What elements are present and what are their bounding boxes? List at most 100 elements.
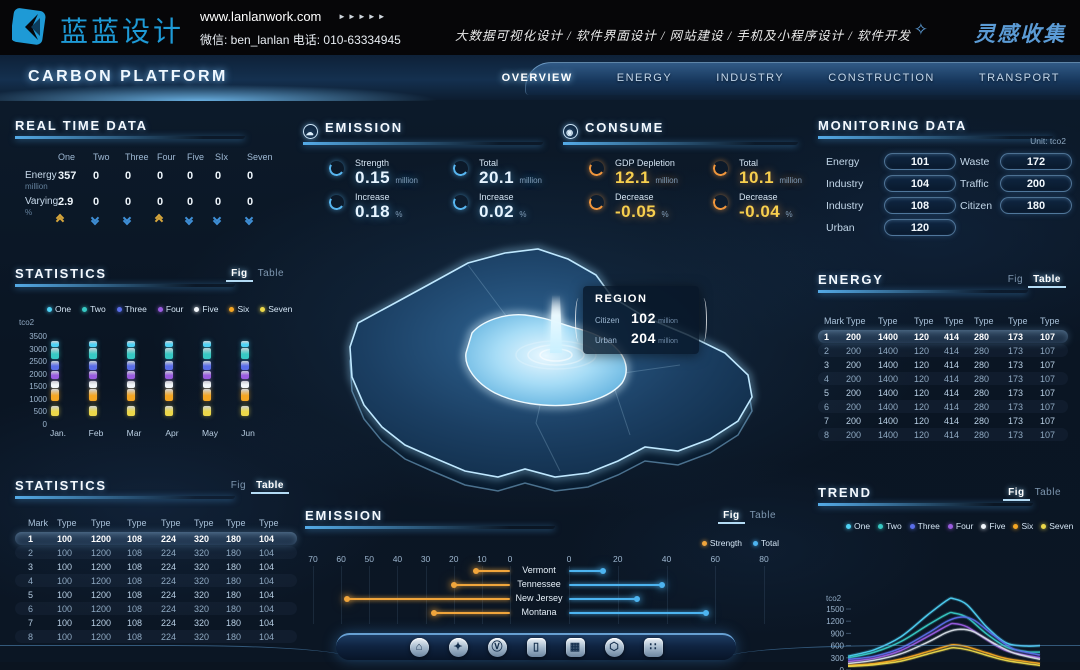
nav-tab-construction[interactable]: CONSTRUCTION bbox=[828, 71, 935, 84]
strength-bar bbox=[453, 584, 510, 586]
table-cell: 7 bbox=[824, 416, 830, 426]
chart-monitor-icon[interactable]: ▦ bbox=[565, 638, 585, 657]
legend-item-one[interactable]: One bbox=[846, 521, 870, 531]
table-cell: 200 bbox=[846, 388, 862, 398]
toggle-fig[interactable]: Fig bbox=[718, 509, 745, 524]
toggle-table[interactable]: Table bbox=[251, 479, 289, 494]
table-cell: 320 bbox=[194, 590, 210, 600]
table-cell: 1200 bbox=[91, 632, 112, 642]
table-cell: 224 bbox=[161, 562, 177, 572]
total-dot bbox=[600, 568, 607, 574]
x-tick: Jan. bbox=[49, 428, 67, 438]
v-badge-icon[interactable]: Ⓥ bbox=[487, 638, 507, 657]
legend-item-six[interactable]: Six bbox=[1013, 521, 1033, 531]
nav-tab-transport[interactable]: TRANSPORT bbox=[978, 71, 1060, 84]
left-axis-tick: 30 bbox=[420, 554, 431, 564]
nav-tab-overview[interactable]: OVERVIEW bbox=[501, 71, 573, 84]
bottom-accent-strip bbox=[0, 662, 1080, 670]
home-icon[interactable]: ⌂ bbox=[409, 638, 429, 657]
table-cell: 7 bbox=[28, 618, 34, 628]
legend-item-strength[interactable]: Strength bbox=[701, 538, 742, 548]
table-cell: 4 bbox=[28, 576, 34, 586]
legend-item-seven[interactable]: Seven bbox=[1041, 521, 1073, 531]
row-label: Vermont bbox=[522, 565, 556, 575]
row-label: Tennessee bbox=[517, 579, 561, 589]
nut-icon[interactable]: ⬡ bbox=[604, 638, 624, 657]
table-row[interactable] bbox=[15, 546, 297, 559]
legend-item-six[interactable]: Six bbox=[229, 304, 249, 314]
toggle-table[interactable]: Table bbox=[1028, 273, 1066, 288]
inspiration-collect-link[interactable]: 灵感收集 bbox=[974, 22, 1066, 46]
brand-website[interactable]: www.lanlanwork.com bbox=[200, 9, 322, 24]
chart-legend: One Two Three Four Five Six Seven bbox=[846, 521, 1073, 531]
table-cell: 100 bbox=[57, 548, 73, 558]
table-row[interactable] bbox=[818, 400, 1068, 413]
stat-label: Increase bbox=[355, 192, 390, 202]
toggle-fig[interactable]: Fig bbox=[226, 267, 253, 282]
toggle-table[interactable]: Table bbox=[1034, 487, 1061, 498]
table-row[interactable] bbox=[818, 330, 1068, 343]
nav-tab-energy[interactable]: ENERGY bbox=[616, 71, 673, 84]
bar-segment-two bbox=[165, 348, 173, 359]
apps-cluster-icon[interactable]: ∷ bbox=[643, 638, 663, 657]
tooltip-bracket-right bbox=[700, 298, 707, 342]
bar-segment-four bbox=[241, 371, 249, 380]
legend-item-four[interactable]: Four bbox=[157, 304, 183, 314]
chart-legend: One Two Three Four Five Six Seven bbox=[47, 304, 292, 314]
rt-value: 357 bbox=[58, 170, 77, 182]
table-row[interactable] bbox=[15, 630, 297, 643]
table-cell: 280 bbox=[974, 430, 990, 440]
arc-icon bbox=[711, 159, 730, 178]
legend-item-seven[interactable]: Seven bbox=[260, 304, 292, 314]
col-header: Type bbox=[846, 316, 866, 326]
stat-label: Total bbox=[739, 158, 759, 168]
table-cell: 108 bbox=[127, 534, 143, 544]
table-cell: 200 bbox=[846, 360, 862, 370]
legend-item-four[interactable]: Four bbox=[947, 521, 973, 531]
bar-segment-five bbox=[203, 381, 211, 389]
bar-segment-two bbox=[51, 348, 59, 359]
brand-header: 蓝蓝设计 www.lanlanwork.com ►►►►► 微信: ben_la… bbox=[0, 0, 1080, 55]
legend-item-five[interactable]: Five bbox=[981, 521, 1005, 531]
legend-item-one[interactable]: One bbox=[47, 304, 71, 314]
legend-item-two[interactable]: Two bbox=[878, 521, 902, 531]
map-region[interactable] bbox=[300, 225, 780, 510]
table-row[interactable] bbox=[818, 372, 1068, 385]
col-header: Type bbox=[161, 518, 181, 528]
toggle-fig[interactable]: Fig bbox=[230, 480, 247, 491]
toggle-table[interactable]: Table bbox=[749, 510, 776, 521]
toggle-fig[interactable]: Fig bbox=[1007, 274, 1024, 285]
table-row[interactable] bbox=[818, 344, 1068, 357]
nav-tab-industry[interactable]: INDUSTRY bbox=[716, 71, 785, 84]
legend-item-five[interactable]: Five bbox=[194, 304, 218, 314]
bar-segment-four bbox=[203, 371, 211, 380]
legend-item-three[interactable]: Three bbox=[909, 521, 940, 531]
toggle-fig[interactable]: Fig bbox=[1003, 486, 1030, 501]
top-nav-bar: CARBON PLATFORM OVERVIEW ENERGY INDUSTRY CO… bbox=[0, 55, 1080, 101]
energy-table-panel: ENERGY Fig Table Mark Type Type Type Type Type… bbox=[818, 272, 1068, 442]
table-cell: 173 bbox=[1008, 416, 1024, 426]
table-row[interactable] bbox=[15, 574, 297, 587]
fig-table-toggle: Fig Table bbox=[1003, 273, 1066, 288]
left-axis-tick: 40 bbox=[392, 554, 403, 564]
total-dot bbox=[702, 610, 709, 616]
toggle-table[interactable]: Table bbox=[257, 268, 284, 279]
monitor-value-pill: 101 bbox=[884, 153, 956, 170]
table-cell: 100 bbox=[57, 604, 73, 614]
strength-dot bbox=[431, 610, 437, 616]
legend-item-total[interactable]: Total bbox=[753, 538, 779, 548]
table-cell: 224 bbox=[161, 548, 177, 558]
table-cell: 320 bbox=[194, 604, 210, 614]
legend-item-two[interactable]: Two bbox=[82, 304, 106, 314]
gear-icon[interactable]: ✦ bbox=[448, 638, 468, 657]
charging-station-icon[interactable]: ▯ bbox=[526, 638, 546, 657]
nav-glow-decoration bbox=[0, 83, 620, 101]
table-cell: 120 bbox=[914, 374, 930, 384]
table-cell: 104 bbox=[259, 604, 275, 614]
legend-item-three[interactable]: Three bbox=[116, 304, 147, 314]
table-row[interactable] bbox=[15, 602, 297, 615]
bar-segment-six bbox=[127, 388, 135, 401]
table-row[interactable] bbox=[818, 428, 1068, 441]
table-row[interactable] bbox=[15, 532, 297, 545]
monitor-label: Industry bbox=[826, 200, 864, 212]
